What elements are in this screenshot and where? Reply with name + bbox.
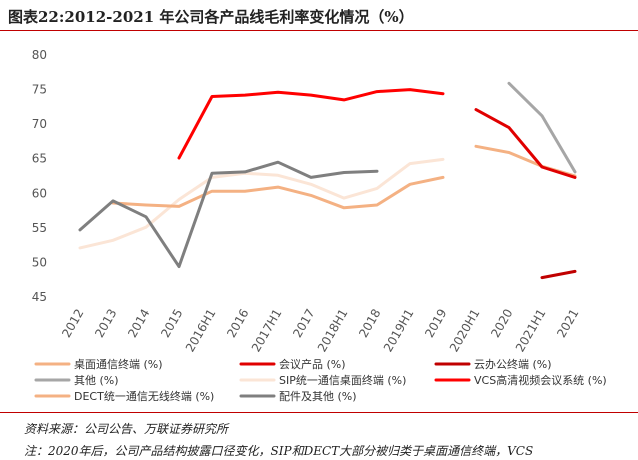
x-tick-label: 2016H1 [183, 307, 219, 355]
y-tick-label: 70 [32, 117, 47, 131]
x-tick-label: 2014 [125, 307, 152, 340]
series-segment [474, 108, 577, 179]
x-tick-label: 2021H1 [513, 307, 549, 355]
legend-label: 会议产品 (%) [279, 357, 346, 371]
y-tick-label: 65 [32, 152, 47, 166]
series-2-line [540, 269, 577, 280]
y-tick-label: 80 [32, 48, 47, 62]
legend: 桌面通信终端 (%) 会议产品 (%) 云办公终端 (%) 其他 (%) SIP统一通信… [34, 357, 607, 403]
x-tick-label: 2018H1 [315, 307, 351, 355]
x-tick-label: 2019 [422, 307, 449, 340]
x-tick-label: 2019H1 [381, 307, 417, 355]
series-segment [540, 269, 577, 280]
series-6-line [111, 175, 445, 210]
y-tick-label: 45 [32, 290, 47, 304]
series-segment [507, 81, 577, 174]
x-tick-label: 2013 [92, 307, 119, 340]
legend-label: VCS高清视频会议系统 (%) [474, 373, 607, 387]
series-7-line [78, 160, 379, 269]
series-lines [78, 81, 577, 280]
legend-label: DECT统一通信无线终端 (%) [74, 389, 214, 403]
y-tick-label: 75 [32, 83, 47, 97]
source-note: 资料来源：公司公告、万联证券研究所 [24, 422, 229, 436]
legend-label: SIP统一通信桌面终端 (%) [279, 373, 406, 387]
footnote: 注：2020年后，公司产品结构披露口径变化，SIP和DECT大部分被归类于桌面通… [24, 444, 534, 458]
x-tick-label: 2012 [59, 307, 86, 340]
y-tick-label: 55 [32, 221, 47, 235]
series-segment [78, 160, 379, 269]
x-tick-label: 2020 [488, 307, 515, 340]
series-segment [177, 88, 445, 160]
x-tick-label: 2020H1 [447, 307, 483, 355]
series-3-line [507, 81, 577, 174]
x-tick-label: 2015 [158, 307, 185, 340]
y-tick-label: 60 [32, 186, 47, 200]
legend-label: 桌面通信终端 (%) [74, 357, 163, 371]
series-1-line [474, 108, 577, 179]
x-tick-label: 2017H1 [249, 307, 285, 355]
series-5-line [177, 88, 445, 160]
x-tick-label: 2021 [554, 307, 581, 340]
legend-label: 云办公终端 (%) [474, 357, 552, 371]
legend-label: 其他 (%) [74, 374, 119, 387]
title-rule [0, 30, 638, 31]
x-tick-label: 2016 [224, 307, 251, 340]
x-tick-label: 2018 [356, 307, 383, 340]
y-axis-ticks: 45 50 55 60 65 70 75 80 [32, 48, 47, 304]
y-tick-label: 50 [32, 255, 47, 269]
series-4-line [78, 157, 445, 250]
legend-label: 配件及其他 (%) [279, 390, 357, 403]
source-rule [0, 412, 638, 413]
figure-title: 图表22:2012-2021 年公司各产品线毛利率变化情况（%） [8, 8, 414, 26]
x-tick-label: 2017 [290, 307, 317, 340]
series-segment [111, 175, 445, 210]
series-segment [78, 157, 445, 250]
